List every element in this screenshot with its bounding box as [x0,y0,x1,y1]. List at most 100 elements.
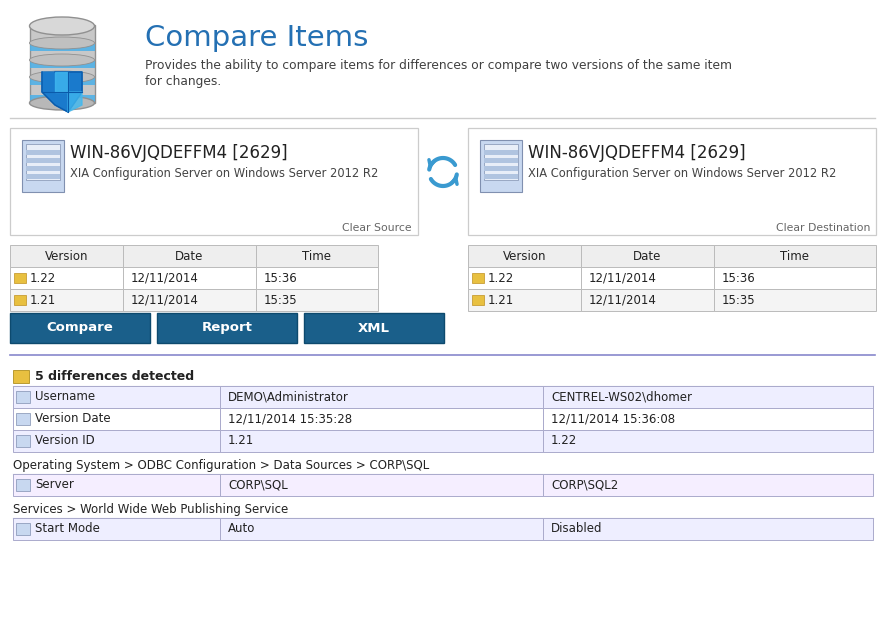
Bar [10,267,123,289]
Text: 12/11/2014 15:36:08: 12/11/2014 15:36:08 [551,413,675,426]
Text: Provides the ability to compare items for differences or compare two versions of: Provides the ability to compare items fo… [145,59,732,72]
Text: XIA Configuration Server on Windows Server 2012 R2: XIA Configuration Server on Windows Serv… [528,167,836,180]
Bar [220,386,543,408]
Bar [26,174,60,179]
Bar [468,245,581,267]
Text: Disabled: Disabled [551,523,603,535]
Text: Server: Server [35,479,73,491]
Bar [13,474,220,496]
Bar [30,95,95,102]
Text: 12/11/2014: 12/11/2014 [131,293,199,307]
Bar [30,61,95,68]
Text: Auto: Auto [228,523,256,535]
Bar [22,140,64,192]
Bar [220,430,543,452]
Bar [10,245,123,267]
Text: 1.21: 1.21 [488,293,514,307]
Bar [484,174,518,179]
Bar [26,150,60,155]
Bar [714,245,876,267]
Bar [13,408,220,430]
Bar [16,479,30,491]
Bar [30,44,95,51]
Bar [10,289,123,311]
Bar [543,474,873,496]
Bar [468,267,581,289]
Bar [472,273,484,283]
Polygon shape [55,72,68,92]
Bar [581,245,714,267]
Bar [256,245,378,267]
Bar [581,267,714,289]
Text: Operating System > ODBC Configuration > Data Sources > CORP\SQL: Operating System > ODBC Configuration > … [13,459,429,472]
Text: 1.21: 1.21 [228,435,254,447]
Bar [123,245,256,267]
Bar [484,150,518,155]
Text: Start Mode: Start Mode [35,523,100,535]
Text: for changes.: for changes. [145,75,221,88]
Text: 15:36: 15:36 [264,272,297,284]
Text: Version ID: Version ID [35,435,95,447]
Bar [16,435,30,447]
Bar [16,523,30,535]
Text: 15:35: 15:35 [722,293,756,307]
Bar [16,391,30,403]
Bar [484,144,518,180]
Ellipse shape [29,96,95,110]
Text: Version Date: Version Date [35,413,111,426]
Bar [157,313,297,343]
Bar [13,430,220,452]
Text: Time: Time [781,249,810,263]
Bar [484,166,518,171]
Bar [256,267,378,289]
Bar [543,408,873,430]
Bar [26,158,60,163]
Bar [256,289,378,311]
Text: 1.22: 1.22 [30,272,57,284]
Text: 1.22: 1.22 [551,435,577,447]
Text: 1.21: 1.21 [30,293,57,307]
Bar [543,430,873,452]
Bar [543,518,873,540]
Bar [714,289,876,311]
Ellipse shape [29,17,95,35]
Text: XML: XML [358,321,390,334]
Polygon shape [68,92,82,112]
Text: Services > World Wide Web Publishing Service: Services > World Wide Web Publishing Ser… [13,502,289,516]
Bar [220,474,543,496]
Bar [220,518,543,540]
Bar [13,370,29,383]
Text: Version: Version [45,249,88,263]
Bar [220,408,543,430]
Text: Version: Version [503,249,546,263]
Bar [13,386,220,408]
Bar [14,273,26,283]
Text: CORP\SQL: CORP\SQL [228,479,288,491]
Text: Compare Items: Compare Items [145,24,368,52]
Text: 1.22: 1.22 [488,272,514,284]
Text: Clear Source: Clear Source [342,223,412,233]
Text: 15:35: 15:35 [264,293,297,307]
Bar [543,386,873,408]
Ellipse shape [29,37,95,49]
Bar [26,144,60,180]
Text: 15:36: 15:36 [722,272,756,284]
Text: 5 differences detected: 5 differences detected [35,371,194,383]
Bar [484,158,518,163]
Bar [304,313,444,343]
Bar [714,267,876,289]
Bar [10,128,418,235]
Bar [123,267,256,289]
Bar [468,289,581,311]
Bar [30,78,95,85]
Bar [26,166,60,171]
Text: XIA Configuration Server on Windows Server 2012 R2: XIA Configuration Server on Windows Serv… [70,167,379,180]
Bar [581,289,714,311]
Text: CENTREL-WS02\dhomer: CENTREL-WS02\dhomer [551,390,692,403]
Bar [123,289,256,311]
Bar [14,295,26,305]
Text: Compare: Compare [47,321,113,334]
Bar [16,413,30,425]
Polygon shape [42,72,82,112]
Bar [13,518,220,540]
